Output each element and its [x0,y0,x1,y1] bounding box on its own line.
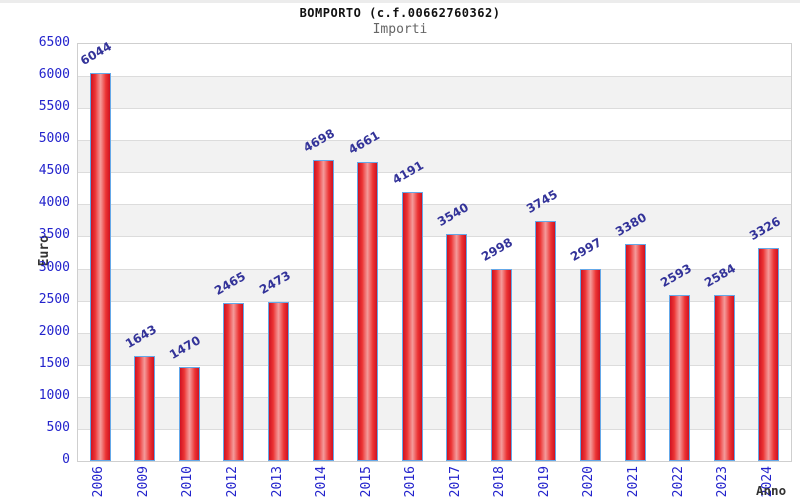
grid-band [78,140,791,173]
bar [401,192,423,461]
gridline [78,364,791,366]
gridline [78,76,791,78]
chart-subtitle: Importi [372,22,428,37]
bar [669,294,691,461]
bar [89,73,111,461]
bar [535,220,557,461]
page-top-strip [0,0,800,3]
x-axis-title: Anno [756,483,787,498]
y-tick-label: 2500 [38,291,70,307]
y-tick-label: 1000 [38,387,70,403]
bar [312,159,334,461]
x-tick-label: 2017 [447,466,463,498]
x-tick-label: 2019 [536,466,552,498]
x-tick-label: 2021 [626,466,642,498]
plot-area: 6044 1643 1470 2465 2473 4698 4661 4191 3540 2998… [77,39,792,462]
bar [490,268,512,461]
gridline [78,268,791,270]
grid-band [78,236,791,269]
x-tick-label: 2018 [492,466,508,498]
gridline [78,300,791,302]
y-tick-label: 3500 [38,227,70,243]
bar [357,161,379,461]
grid-band [78,76,791,109]
x-tick-label: 2023 [715,466,731,498]
bar [223,302,245,461]
bar [579,268,601,461]
y-tick-label: 6000 [38,67,70,83]
x-tick-label: 2015 [358,466,374,498]
x-tick-label: 2006 [91,466,107,498]
chart-title: BOMPORTO (c.f.00662760362) [299,6,501,20]
grid-band [78,172,791,205]
y-tick-label: 5000 [38,131,70,147]
x-tick-label: 2012 [224,466,240,498]
x-tick-label: 2020 [581,466,597,498]
x-tick-label: 2014 [314,466,330,498]
gridline [78,172,791,174]
gridline [78,204,791,206]
bar [134,355,156,461]
gridline [78,108,791,110]
y-tick-label: 500 [46,419,70,435]
grid-band [78,44,791,77]
bar [713,295,735,461]
gridline [78,428,791,430]
x-tick-label: 2013 [269,466,285,498]
x-tick-label: 2009 [135,466,151,498]
y-tick-label: 6500 [38,35,70,50]
y-tick-label: 5500 [38,99,70,115]
gridline [78,396,791,398]
grid-band [78,108,791,141]
y-tick-label: 4000 [38,195,70,211]
gridline [78,236,791,238]
y-tick-label: 2000 [38,323,70,339]
bar [624,244,646,461]
y-tick-label: 4500 [38,163,70,179]
gridline [78,140,791,142]
bar [268,302,290,461]
y-tick-label: 0 [62,452,70,467]
x-tick-label: 2022 [670,466,686,498]
y-tick-label: 1500 [38,355,70,371]
grid-band [78,204,791,237]
y-tick-label: 3000 [38,259,70,275]
x-tick-label: 2016 [403,466,419,498]
bar [758,247,780,461]
gridline [78,332,791,334]
x-tick-label: 2010 [180,466,196,498]
bar [178,366,200,461]
bar [446,233,468,461]
